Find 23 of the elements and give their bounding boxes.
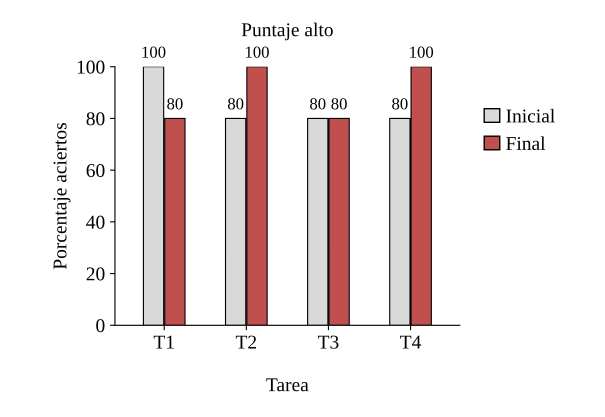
data-label: 80 [228,98,244,110]
y-tick-label: 20 [86,267,104,280]
x-tick-label: T2 [236,336,256,348]
data-label: 80 [392,98,408,110]
chart-title: Puntaje alto [242,22,333,40]
x-tick-label: T3 [318,336,338,349]
y-tick-label: 0 [96,319,104,332]
data-label: 80 [310,98,326,110]
legend-label: Final [506,136,546,150]
legend-label: Inicial [506,108,555,123]
x-tick-label: T1 [154,336,174,348]
y-tick-label: 60 [86,164,104,178]
y-tick-label: 100 [78,60,104,74]
x-axis-title: Tarea [266,378,309,392]
data-label: 100 [246,46,269,58]
y-tick-label: 80 [86,112,104,126]
y-axis-title: Porcentaje aciertos [53,123,71,270]
x-tick-label: T4 [400,336,422,348]
data-label: 80 [331,98,347,110]
data-label: 100 [142,46,166,58]
data-label: 80 [167,98,183,110]
y-tick-label: 40 [86,216,104,229]
data-label: 100 [410,46,434,58]
